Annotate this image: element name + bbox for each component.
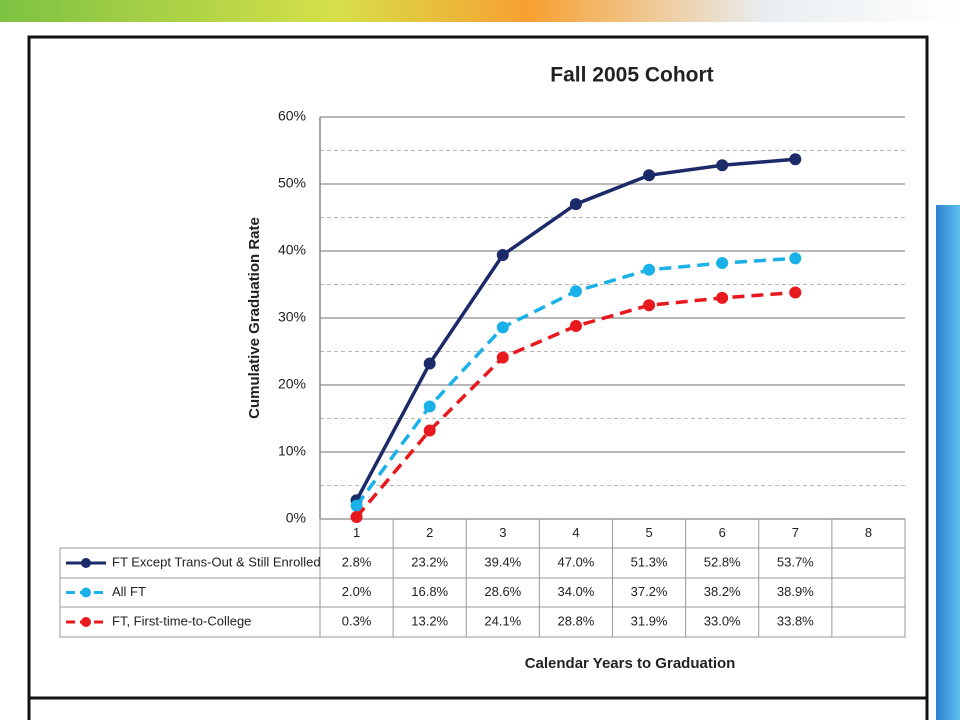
data-point <box>569 320 582 333</box>
table-value: 2.8% <box>342 554 372 569</box>
table-value: 0.3% <box>342 613 372 628</box>
table-value: 13.2% <box>411 613 448 628</box>
data-point <box>643 299 656 312</box>
x-axis-label: Calendar Years to Graduation <box>525 655 736 672</box>
legend-label: FT, First-time-to-College <box>112 613 251 628</box>
legend-marker <box>81 617 91 627</box>
legend-label: FT Except Trans-Out & Still Enrolled <box>112 554 321 569</box>
x-tick-label: 6 <box>719 525 726 540</box>
data-point <box>643 169 656 182</box>
data-point <box>496 249 509 262</box>
data-point <box>423 357 436 370</box>
y-tick-label: 10% <box>278 443 306 459</box>
table-value: 38.9% <box>777 584 814 599</box>
data-point <box>569 198 582 211</box>
data-point <box>716 291 729 304</box>
x-tick-label: 2 <box>426 525 433 540</box>
data-point <box>423 424 436 437</box>
data-point <box>569 285 582 298</box>
y-tick-label: 20% <box>278 376 306 392</box>
data-point <box>423 400 436 413</box>
data-point <box>496 351 509 364</box>
data-point <box>789 252 802 265</box>
data-point <box>496 321 509 334</box>
y-tick-label: 50% <box>278 175 306 191</box>
x-tick-label: 4 <box>572 525 579 540</box>
data-point <box>716 159 729 172</box>
data-point <box>789 286 802 299</box>
x-tick-label: 5 <box>645 525 652 540</box>
table-value: 24.1% <box>484 613 521 628</box>
chart-title: Fall 2005 Cohort <box>550 64 713 87</box>
table-value: 39.4% <box>484 554 521 569</box>
x-tick-label: 1 <box>353 525 360 540</box>
table-value: 53.7% <box>777 554 814 569</box>
table-value: 33.8% <box>777 613 814 628</box>
table-value: 28.8% <box>558 613 595 628</box>
table-value: 16.8% <box>411 584 448 599</box>
table-value: 31.9% <box>631 613 668 628</box>
data-point <box>643 263 656 276</box>
table-value: 23.2% <box>411 554 448 569</box>
data-point <box>789 153 802 166</box>
table-value: 2.0% <box>342 584 372 599</box>
side-decoration <box>936 205 960 720</box>
y-axis-label: Cumulative Graduation Rate <box>246 217 263 419</box>
legend-marker <box>81 558 91 568</box>
y-tick-label: 30% <box>278 309 306 325</box>
top-banner <box>0 0 960 22</box>
table-value: 37.2% <box>631 584 668 599</box>
y-tick-label: 60% <box>278 108 306 124</box>
x-tick-label: 7 <box>792 525 799 540</box>
table-value: 38.2% <box>704 584 741 599</box>
table-value: 34.0% <box>558 584 595 599</box>
legend-label: All FT <box>112 584 146 599</box>
data-point <box>716 257 729 270</box>
data-point <box>350 510 363 523</box>
x-tick-label: 3 <box>499 525 506 540</box>
table-value: 33.0% <box>704 613 741 628</box>
table-value: 51.3% <box>631 554 668 569</box>
table-value: 52.8% <box>704 554 741 569</box>
x-tick-label: 8 <box>865 525 872 540</box>
y-tick-label: 40% <box>278 242 306 258</box>
data-point <box>350 499 363 512</box>
y-tick-label: 0% <box>286 510 306 526</box>
legend-marker <box>81 587 91 598</box>
table-value: 47.0% <box>558 554 595 569</box>
table-value: 28.6% <box>484 584 521 599</box>
